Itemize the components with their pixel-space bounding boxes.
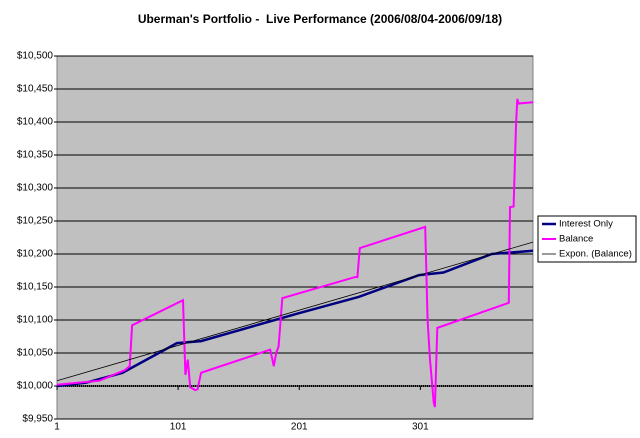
x-tick-label: 201 bbox=[291, 422, 308, 433]
chart-title: Uberman's Portfolio - Live Performance (… bbox=[138, 12, 502, 26]
series-line bbox=[56, 98, 534, 408]
y-tick-label: $10,350 bbox=[17, 150, 54, 161]
y-tick-label: $10,100 bbox=[17, 315, 54, 326]
y-tick-label: $10,150 bbox=[17, 282, 54, 293]
plot-area bbox=[56, 55, 534, 420]
y-tick-label: $10,300 bbox=[17, 183, 54, 194]
legend-label: Interest Only bbox=[559, 219, 613, 230]
x-tick-label: 1 bbox=[54, 422, 60, 433]
y-tick-label: $10,400 bbox=[17, 117, 54, 128]
y-tick-label: $9,950 bbox=[22, 414, 53, 425]
y-tick-label: $10,000 bbox=[17, 381, 54, 392]
y-tick-label: $10,250 bbox=[17, 216, 54, 227]
x-tick-label: 301 bbox=[412, 422, 429, 433]
y-tick-label: $10,450 bbox=[17, 84, 54, 95]
y-tick-label: $10,200 bbox=[17, 249, 54, 260]
y-tick-label: $10,050 bbox=[17, 348, 54, 359]
legend-label: Expon. (Balance) bbox=[559, 249, 632, 260]
series-line bbox=[56, 241, 534, 382]
x-tick-label: 101 bbox=[170, 422, 187, 433]
y-tick-label: $10,500 bbox=[17, 51, 54, 62]
legend-label: Balance bbox=[559, 234, 593, 245]
